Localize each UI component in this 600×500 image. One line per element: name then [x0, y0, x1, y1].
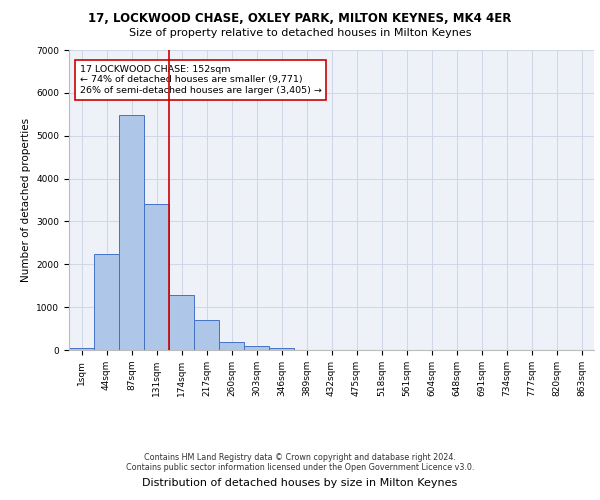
Bar [69, 348, 94, 350]
Text: 17 LOCKWOOD CHASE: 152sqm
← 74% of detached houses are smaller (9,771)
26% of se: 17 LOCKWOOD CHASE: 152sqm ← 74% of detac… [79, 65, 322, 95]
Bar [169, 295, 194, 350]
Bar [219, 342, 244, 350]
Bar [269, 348, 294, 350]
Text: Size of property relative to detached houses in Milton Keynes: Size of property relative to detached ho… [129, 28, 471, 38]
Text: Contains HM Land Registry data © Crown copyright and database right 2024.
Contai: Contains HM Land Registry data © Crown c… [126, 453, 474, 472]
Bar [244, 346, 269, 350]
Text: Distribution of detached houses by size in Milton Keynes: Distribution of detached houses by size … [142, 478, 458, 488]
Bar [144, 204, 169, 350]
Text: 17, LOCKWOOD CHASE, OXLEY PARK, MILTON KEYNES, MK4 4ER: 17, LOCKWOOD CHASE, OXLEY PARK, MILTON K… [88, 12, 512, 26]
Bar [119, 115, 144, 350]
Bar [94, 254, 119, 350]
Y-axis label: Number of detached properties: Number of detached properties [21, 118, 31, 282]
Bar [194, 320, 219, 350]
